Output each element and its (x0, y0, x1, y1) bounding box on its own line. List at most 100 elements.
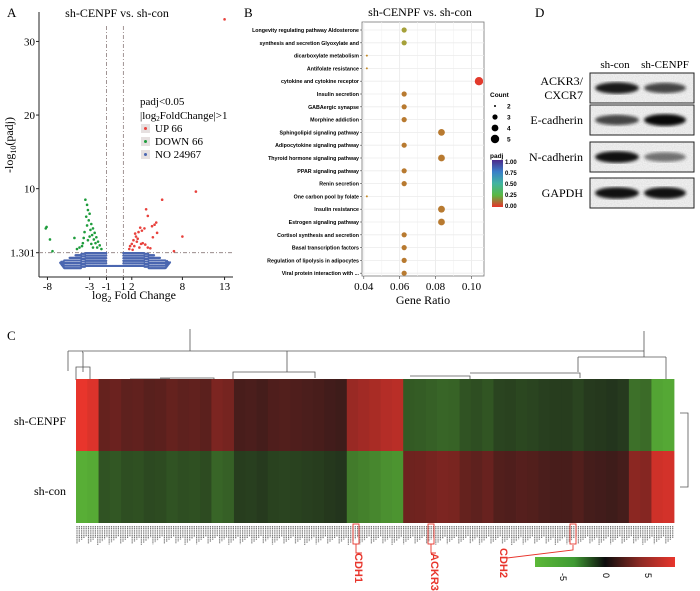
dotplot-point (401, 168, 407, 174)
volcano-point-ns (105, 259, 108, 262)
heatmap-cell-sh-con (301, 451, 314, 523)
volcano-y-tick-label: 30 (24, 36, 36, 48)
blot-band (644, 152, 686, 162)
heatmap-cell-sh-con (628, 451, 641, 523)
volcano-point-down (48, 238, 52, 241)
heatmap-cell-sh-con (346, 451, 359, 523)
heatmap-cell-sh-cenpf (369, 379, 382, 451)
count-legend-dot (494, 105, 496, 107)
gene-annotations (352, 523, 577, 559)
heatmap-cell-sh-con (290, 451, 303, 523)
volcano-point-down (85, 224, 89, 227)
heatmap-cell-sh-cenpf (583, 379, 596, 451)
heatmap-cell-sh-cenpf (290, 379, 303, 451)
heatmap-cell-sh-con (121, 451, 133, 523)
blot-row: E-cadherin (530, 104, 695, 136)
volcano-point-down (95, 246, 99, 249)
heatmap-cell-sh-con (177, 451, 190, 523)
heatmap-cell-sh-con (403, 451, 415, 523)
lane-label-sh-con: sh-con (600, 59, 630, 71)
dotplot-point (438, 205, 445, 213)
heatmap-cell-sh-con (109, 451, 122, 523)
volcano-point-up (130, 242, 134, 246)
volcano-point-down (86, 238, 90, 242)
column-dendrogram (67, 329, 689, 488)
heatmap-cell-sh-con (504, 451, 517, 523)
panel-label-b: B (244, 5, 253, 20)
count-legend-label: 3 (507, 115, 511, 122)
lane-label-sh-cenpf: sh-CENPF (641, 59, 689, 71)
volcano-point-up (132, 238, 135, 242)
dotplot-point (401, 181, 407, 187)
heatmap-cell-sh-cenpf (245, 379, 257, 451)
heatmap-cell-sh-cenpf (267, 379, 280, 451)
volcano-point-ns (158, 256, 162, 259)
blot-band (595, 187, 639, 199)
volcano-point-down (83, 230, 86, 234)
heatmap-cell-sh-cenpf (549, 379, 562, 451)
dotplot-category-label: Basal transcription factors (292, 246, 359, 252)
dotplot-point (401, 91, 407, 97)
heatmap-cell-sh-con (211, 451, 224, 523)
heatmap-cell-sh-cenpf (504, 379, 517, 451)
heatmap-cell-sh-con (414, 451, 427, 523)
cdh2-arrow (506, 545, 574, 559)
dotplot-x-tick-label: 0.10 (462, 281, 482, 293)
dotplot-category-label: PPAR signaling pathway (297, 169, 359, 175)
count-legend-dot (490, 134, 500, 144)
heatmap-cell-sh-con (87, 451, 99, 523)
volcano-point-up (133, 244, 136, 248)
heatmap-cell-sh-cenpf (617, 379, 630, 451)
volcano-point-up (131, 248, 134, 252)
count-legend-dot (491, 124, 499, 132)
padj-legend: padj 1.00 0.75 0.50 0.25 0.00 (490, 153, 517, 210)
heatmap-cell-sh-cenpf (324, 379, 336, 451)
dotplot-category-label: cytokine and cytokine receptor (281, 79, 359, 85)
volcano-points (44, 18, 226, 270)
dotplot-frame (361, 21, 485, 277)
dotplot-point (401, 257, 407, 263)
volcano-point-down (93, 231, 96, 235)
heatmap-gene-labels (76, 526, 674, 545)
volcano-point-up (154, 221, 158, 224)
volcano-point-up (138, 246, 141, 249)
dotplot-point (365, 195, 368, 198)
row-label-sh-cenpf: sh-CENPF (14, 414, 66, 428)
padj-legend-title: padj (490, 153, 504, 160)
volcano-point-up (143, 227, 146, 230)
blot-label: E-cadherin (530, 113, 583, 127)
heatmap-cell-sh-con (425, 451, 438, 523)
heatmap-cell-sh-con (572, 451, 585, 523)
volcano-point-down (73, 236, 76, 240)
heatmap-cell-sh-cenpf (403, 379, 415, 451)
volcano-title: sh-CENPF vs. sh-con (65, 6, 169, 20)
heatmap-cell-sh-cenpf (346, 379, 359, 451)
volcano-x-label: log2 Fold Change (92, 288, 176, 304)
dotplot-category-label: Longevity regulating pathway Aldosterone (252, 28, 359, 34)
heatmap-cell-sh-con (527, 451, 540, 523)
heatmap-cell-sh-con (595, 451, 607, 523)
volcano-point-down (89, 228, 92, 232)
volcano-point-up (181, 235, 184, 238)
blot-band (595, 82, 639, 94)
volcano-point-down (87, 219, 91, 222)
volcano-point-up (143, 243, 147, 246)
padj-legend-tick: 0.50 (505, 182, 517, 188)
heatmap-cell-sh-cenpf (121, 379, 133, 451)
heatmap-cell-sh-cenpf (516, 379, 528, 451)
heatmap-cell-sh-con (391, 451, 404, 523)
volcano-point-up (134, 235, 138, 238)
volcano-point-up (140, 229, 144, 232)
heatmap-cell-sh-cenpf (233, 379, 246, 451)
heatmap-cell-sh-cenpf (301, 379, 314, 451)
blot-row: GAPDH (542, 177, 695, 209)
heatmap-cell-sh-cenpf (211, 379, 224, 451)
volcano-x-tick-label: 13 (219, 281, 231, 293)
count-legend-label: 4 (507, 126, 511, 133)
heatmap-cell-sh-con (617, 451, 630, 523)
volcano-point-down (98, 244, 102, 247)
volcano-point-down (91, 246, 95, 249)
blot-band (644, 114, 686, 126)
blot-row: N-cadherin (529, 141, 695, 173)
